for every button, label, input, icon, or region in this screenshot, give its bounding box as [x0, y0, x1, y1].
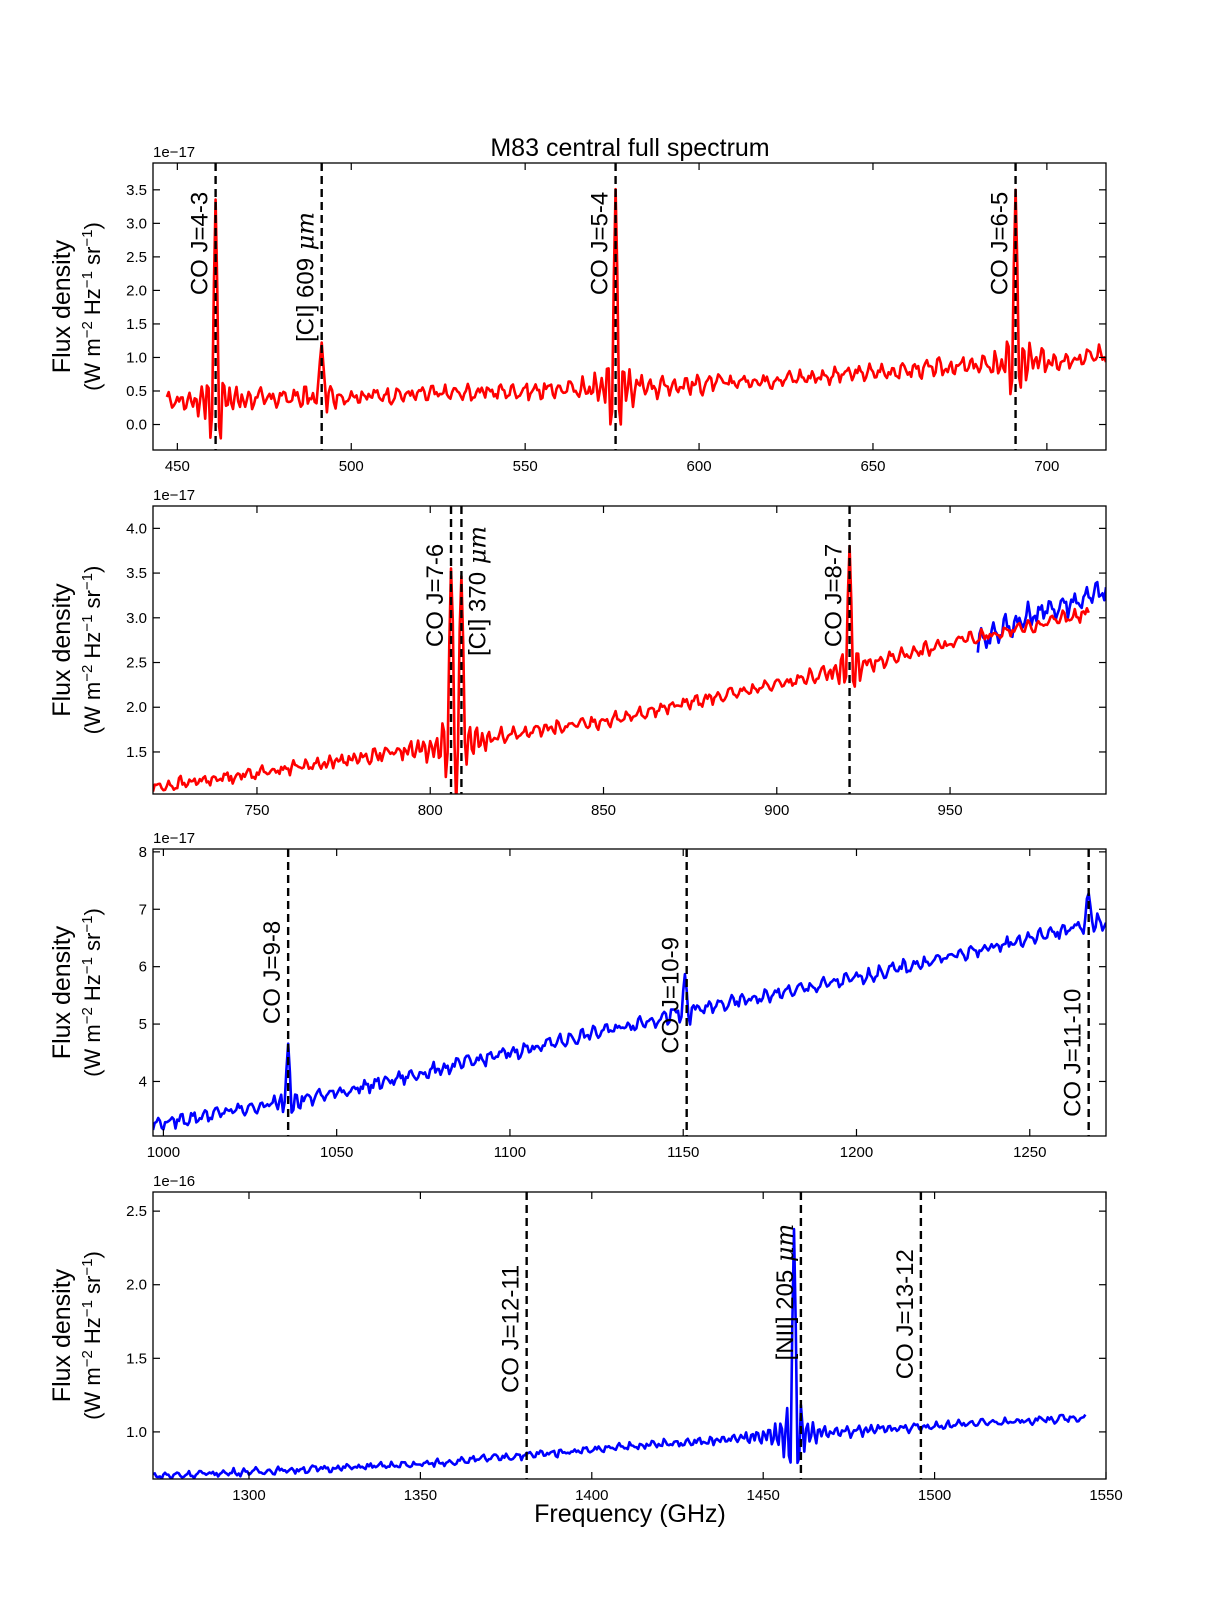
x-tick-label: 700: [1034, 458, 1059, 475]
y-tick-label: 0.5: [126, 383, 147, 400]
x-tick-label: 800: [418, 802, 443, 819]
x-tick-label: 450: [165, 458, 190, 475]
y-tick-label: 3.0: [126, 610, 147, 627]
spectrum-series-line: [153, 1227, 1087, 1479]
figure-title: M83 central full spectrum: [490, 134, 769, 162]
y-axis-label: Flux density: [48, 1268, 76, 1402]
y-tick-label: 3.0: [126, 215, 147, 232]
spectrum-series-line: [165, 187, 1106, 440]
y-tick-label: 1.5: [126, 744, 147, 761]
y-tick-label: 1.0: [126, 349, 147, 366]
y-axis-label: Flux density: [48, 239, 76, 373]
spectral-line-label: CO J=10-9: [658, 937, 685, 1054]
y-axis-unit-label: (W m−2 Hz−1 sr−1): [79, 1251, 106, 1420]
x-tick-label: 1050: [320, 1144, 353, 1161]
spectrum-series-line: [153, 544, 1090, 794]
spectrum-panel: CO J=7-6 [CI] 370 μm CO J=8-7 750 800 850 900 9…: [48, 487, 1107, 819]
y-tick-label: 8: [139, 844, 147, 861]
spectral-line-label: CO J=6-5: [987, 192, 1014, 295]
y-axis-unit-label: (W m−2 Hz−1 sr−1): [79, 908, 106, 1077]
y-tick-label: 3.5: [126, 565, 147, 582]
x-tick-label: 1250: [1013, 1144, 1046, 1161]
y-tick-label: 2.0: [126, 699, 147, 716]
x-tick-label: 1300: [232, 1487, 265, 1504]
y-tick-label: 2.0: [126, 1277, 147, 1294]
y-tick-label: 5: [139, 1016, 147, 1033]
y-axis-unit-label: (W m−2 Hz−1 sr−1): [79, 566, 106, 735]
spectral-line-label: CO J=9-8: [259, 921, 286, 1024]
x-tick-label: 650: [860, 458, 885, 475]
y-tick-label: 1.0: [126, 1424, 147, 1441]
y-scale-label: 1e−17: [153, 144, 195, 161]
x-tick-label: 1200: [840, 1144, 873, 1161]
x-tick-label: 1150: [667, 1144, 699, 1161]
y-axis-label: Flux density: [48, 583, 76, 717]
y-tick-label: 1.5: [126, 1350, 147, 1367]
plot-frame: [152, 1191, 1107, 1480]
x-axis-label: Frequency (GHz): [534, 1500, 726, 1528]
plot-frame: [152, 848, 1107, 1137]
x-tick-label: 1000: [147, 1144, 180, 1161]
x-tick-label: 1400: [575, 1487, 608, 1504]
y-tick-label: 4: [139, 1073, 147, 1090]
spectrum-series-line: [153, 891, 1106, 1131]
y-tick-label: 3.5: [126, 182, 147, 199]
spectral-line-label: CO J=5-4: [587, 192, 614, 295]
spectrum-panel: CO J=9-8 CO J=10-9 CO J=11-10 1000 1050 1100 1…: [48, 830, 1107, 1161]
y-scale-label: 1e−16: [153, 1173, 195, 1190]
y-scale-label: 1e−17: [153, 830, 195, 847]
spectral-line-label: [NII] 205 μm: [771, 1224, 799, 1361]
spectral-line-label: CO J=13-12: [892, 1249, 919, 1379]
y-tick-label: 1.5: [126, 316, 147, 333]
y-scale-label: 1e−17: [153, 487, 195, 504]
y-axis-label: Flux density: [48, 925, 76, 1059]
x-tick-label: 750: [244, 802, 269, 819]
x-tick-label: 1100: [494, 1144, 526, 1161]
x-tick-label: 950: [938, 802, 963, 819]
y-tick-label: 2.5: [126, 1203, 147, 1220]
spectrum-panel: CO J=4-3 [CI] 609 μm CO J=5-4 CO J=6-5 450 50…: [48, 144, 1107, 475]
y-tick-label: 6: [139, 959, 147, 976]
spectral-line-label: CO J=12-11: [498, 1265, 525, 1393]
x-tick-label: 1500: [918, 1487, 951, 1504]
spectral-line-label: CO J=11-10: [1060, 989, 1087, 1117]
x-tick-label: 850: [591, 802, 616, 819]
spectral-line-label: CO J=7-6: [422, 544, 449, 647]
plot-frame: [152, 505, 1107, 795]
y-tick-label: 2.5: [126, 655, 147, 672]
x-tick-label: 1450: [747, 1487, 780, 1504]
x-tick-label: 900: [764, 802, 789, 819]
x-tick-label: 500: [339, 458, 364, 475]
spectral-line-label: CO J=8-7: [821, 544, 848, 647]
x-tick-label: 600: [687, 458, 712, 475]
y-axis-unit-label: (W m−2 Hz−1 sr−1): [79, 222, 106, 391]
y-tick-label: 4.0: [126, 520, 147, 537]
x-tick-label: 1550: [1089, 1487, 1122, 1504]
plot-frame: [152, 162, 1107, 451]
y-tick-label: 2.5: [126, 249, 147, 266]
spectral-line-label: CO J=4-3: [187, 192, 214, 295]
x-tick-label: 550: [513, 458, 538, 475]
spectral-line-label: [CI] 609 μm: [292, 212, 320, 342]
y-tick-label: 2.0: [126, 282, 147, 299]
y-tick-label: 0.0: [126, 417, 147, 434]
x-tick-label: 1350: [404, 1487, 437, 1504]
spectrum-panel: CO J=12-11 [NII] 205 μm CO J=13-12 1300 1350…: [48, 1173, 1123, 1504]
spectrum-series-line: [976, 580, 1106, 653]
y-tick-label: 7: [139, 901, 147, 918]
spectral-line-label: [CI] 370 μm: [463, 526, 491, 656]
